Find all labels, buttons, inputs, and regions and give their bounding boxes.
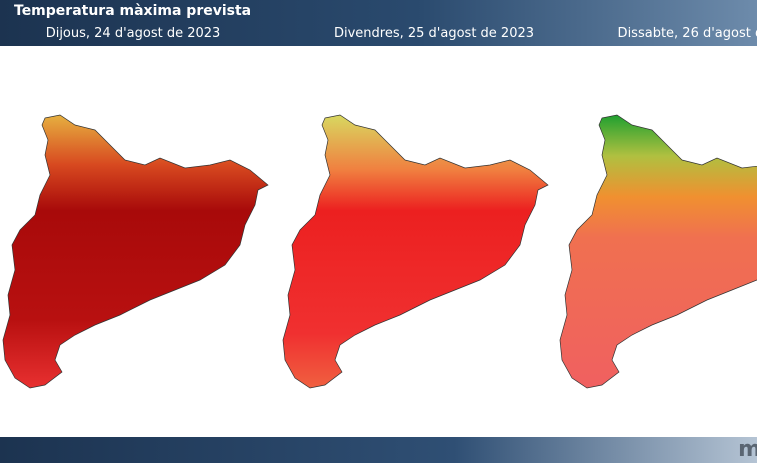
header-bar: Temperatura màxima prevista Dijous, 24 d… — [0, 0, 757, 46]
map — [282, 114, 549, 389]
map — [559, 114, 757, 389]
maps — [2, 114, 757, 389]
map — [2, 114, 269, 389]
date-label: Dissabte, 26 d'agost de 2023 — [617, 26, 757, 41]
title: Temperatura màxima prevista — [14, 3, 252, 19]
date-label: Divendres, 25 d'agost de 2023 — [333, 26, 535, 41]
footer-bar: m — [0, 437, 757, 463]
date-label: Dijous, 24 d'agost de 2023 — [45, 26, 221, 41]
logo: m — [738, 437, 757, 462]
